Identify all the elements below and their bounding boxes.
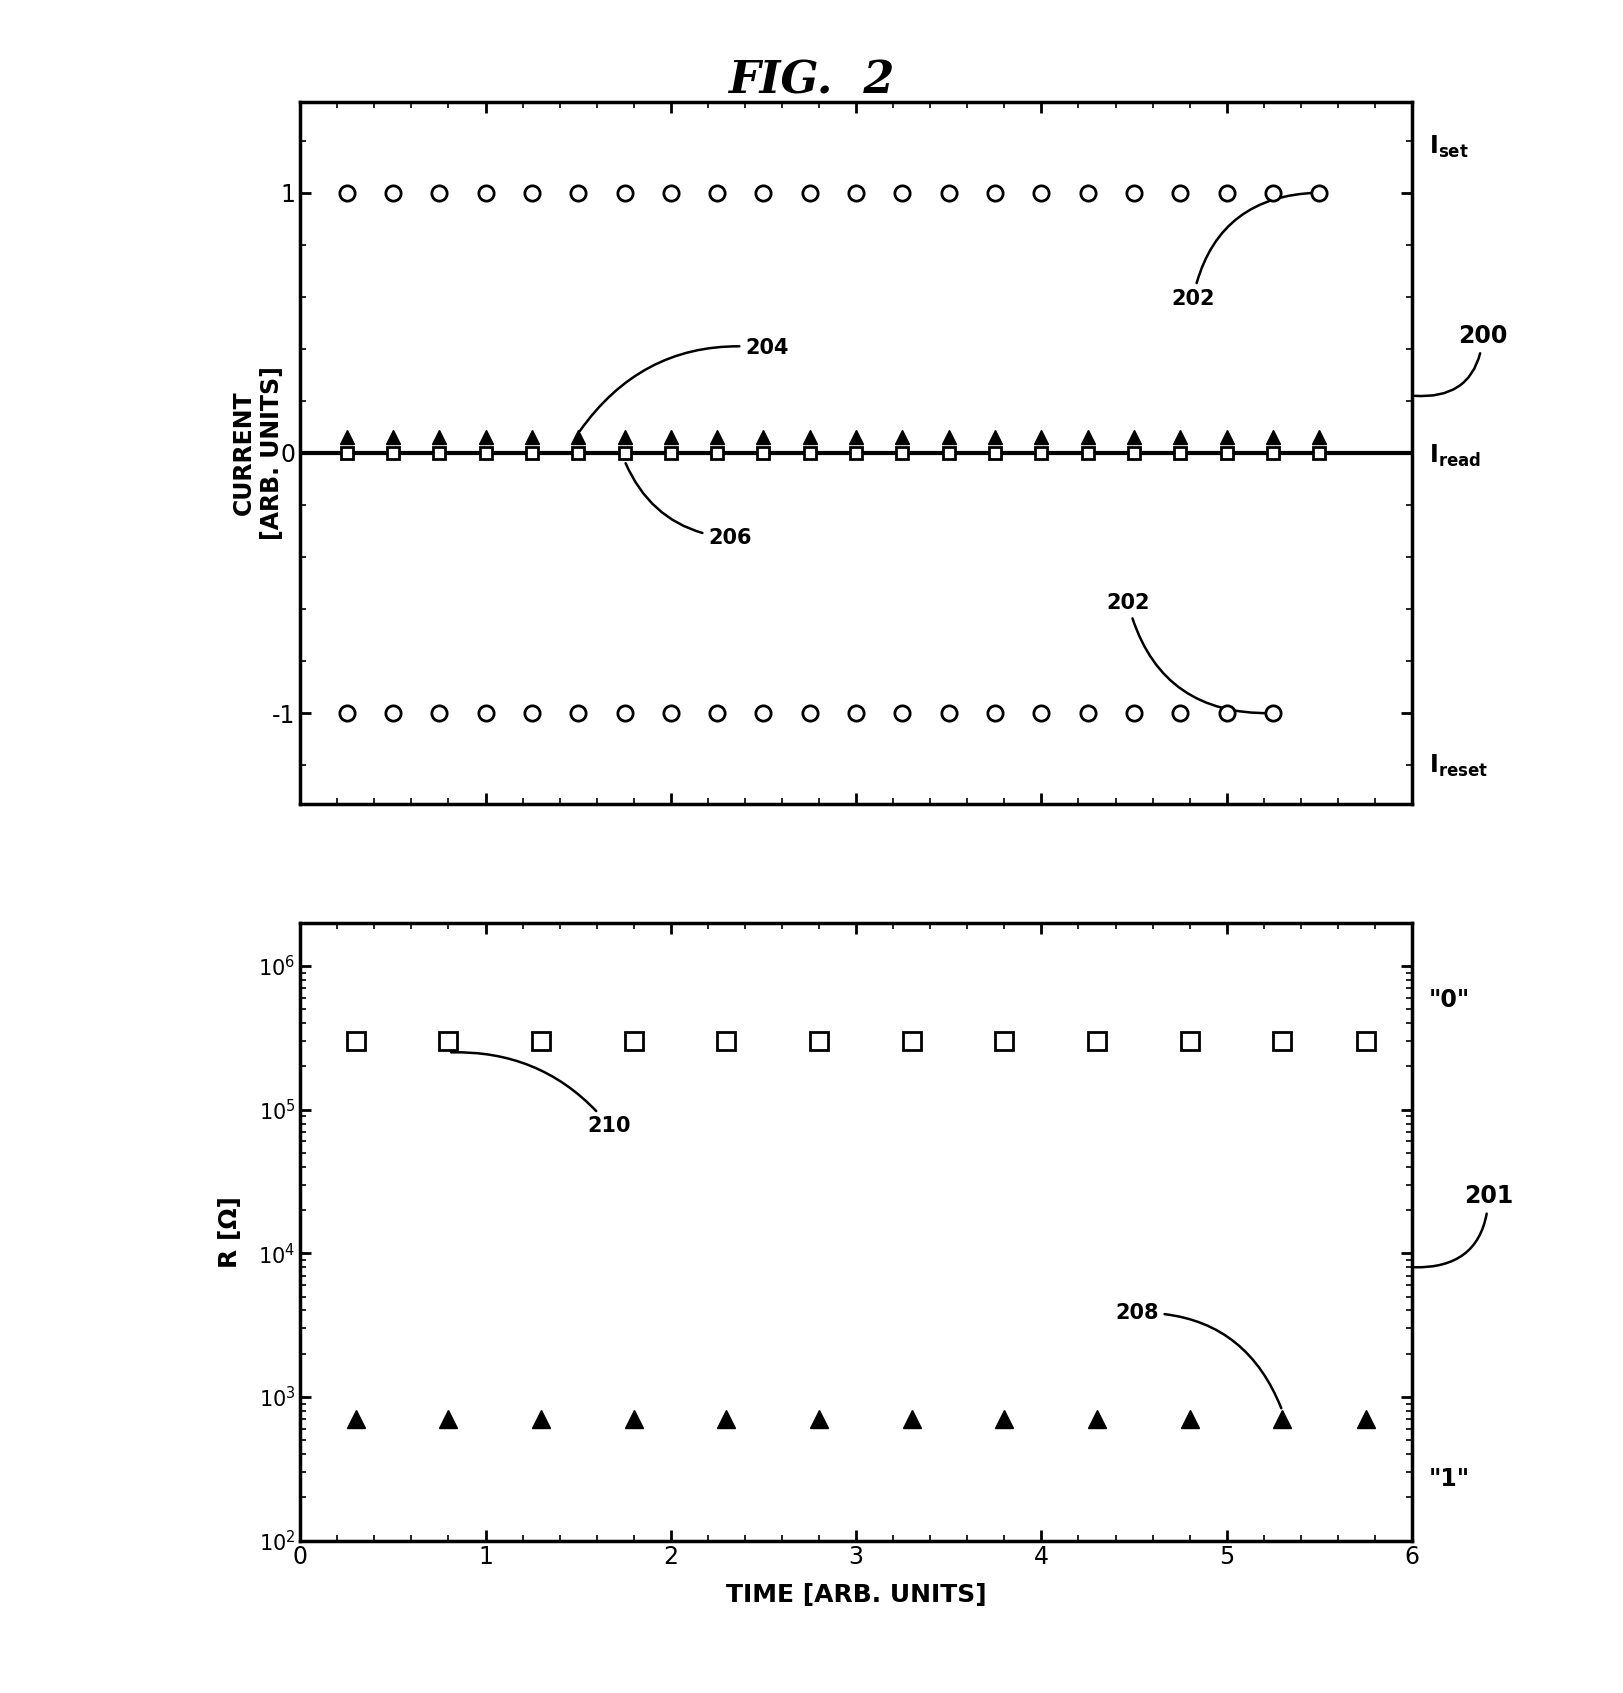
Text: 210: 210 — [451, 1053, 631, 1136]
Text: 202: 202 — [1172, 193, 1316, 308]
Text: 204: 204 — [579, 339, 789, 432]
Y-axis label: CURRENT
[ARB. UNITS]: CURRENT [ARB. UNITS] — [232, 366, 284, 540]
Text: 206: 206 — [625, 464, 751, 549]
Text: "0": "0" — [1428, 989, 1470, 1012]
Text: "1": "1" — [1428, 1466, 1470, 1492]
Text: $\mathbf{I_{reset}}$: $\mathbf{I_{reset}}$ — [1428, 752, 1488, 779]
Text: 202: 202 — [1107, 593, 1271, 713]
Text: FIG.  2: FIG. 2 — [729, 59, 894, 102]
Y-axis label: R [Ω]: R [Ω] — [217, 1195, 242, 1268]
Text: $\mathbf{I_{set}}$: $\mathbf{I_{set}}$ — [1428, 134, 1469, 161]
Text: $\mathbf{I_{read}}$: $\mathbf{I_{read}}$ — [1428, 444, 1480, 469]
Text: 208: 208 — [1115, 1304, 1281, 1409]
Text: 200: 200 — [1415, 323, 1508, 396]
Text: 201: 201 — [1415, 1183, 1513, 1268]
X-axis label: TIME [ARB. UNITS]: TIME [ARB. UNITS] — [725, 1583, 987, 1607]
